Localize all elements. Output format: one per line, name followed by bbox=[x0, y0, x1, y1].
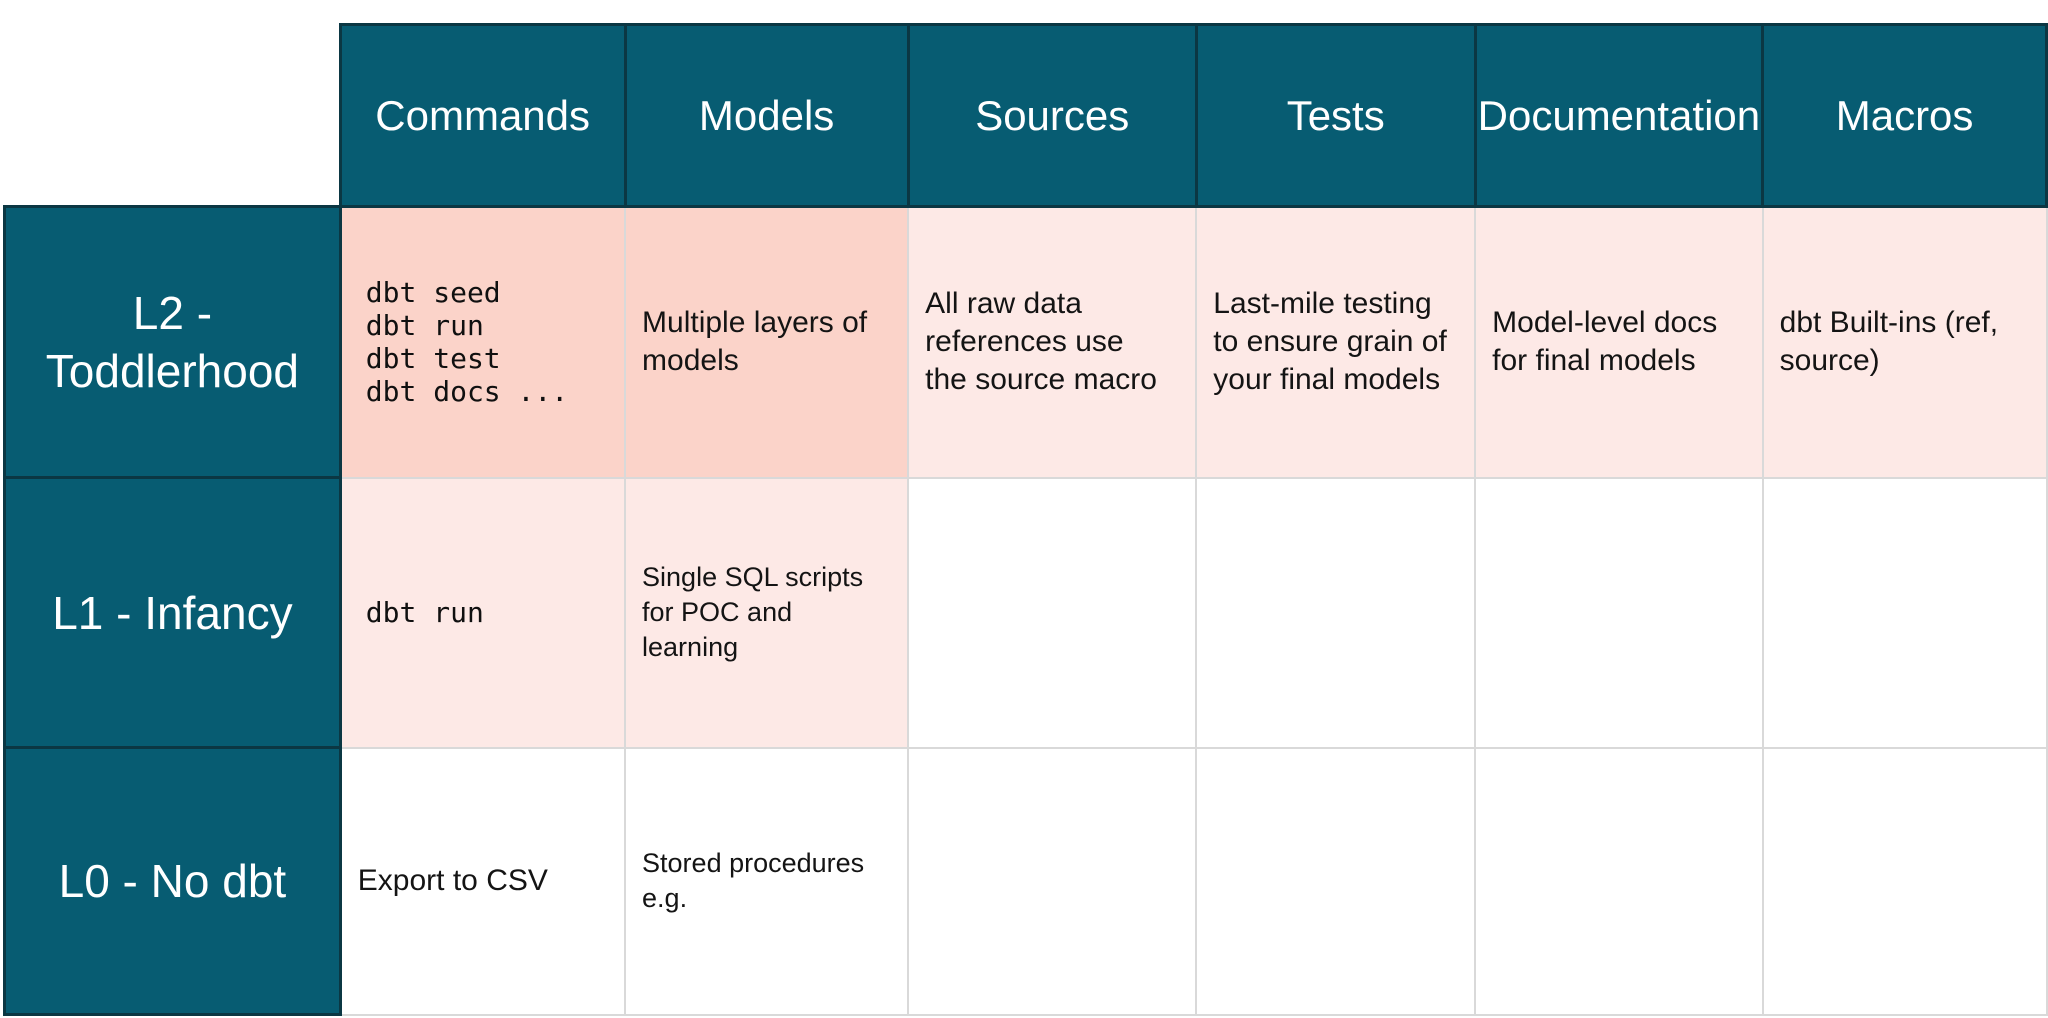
cell-l1-documentation bbox=[1474, 476, 1764, 749]
cell-l2-tests: Last-mile testing to ensure grain of you… bbox=[1195, 205, 1477, 479]
row-l0-no-dbt: L0 - No dbt Export to CSV Stored procedu… bbox=[3, 746, 2048, 1016]
cell-l2-commands: dbt seed dbt run dbt test dbt docs ... bbox=[339, 205, 627, 479]
corner-cell bbox=[4, 24, 341, 207]
code-line: dbt run bbox=[365, 309, 484, 343]
cell-l0-sources bbox=[907, 746, 1198, 1016]
column-header-documentation: Documentation bbox=[1473, 23, 1765, 208]
cell-l0-tests bbox=[1195, 746, 1477, 1016]
cell-l0-commands: Export to CSV bbox=[339, 746, 627, 1016]
cell-l1-sources bbox=[907, 476, 1198, 749]
code-line: dbt run bbox=[365, 596, 484, 629]
code-line: dbt docs ... bbox=[365, 375, 569, 409]
column-header-models: Models bbox=[623, 23, 910, 208]
cell-l1-commands: dbt run bbox=[339, 476, 627, 749]
cell-l2-macros: dbt Built-ins (ref, source) bbox=[1761, 205, 2048, 479]
cell-l2-sources: All raw data references use the source m… bbox=[907, 205, 1198, 479]
cell-l0-documentation bbox=[1474, 746, 1764, 1016]
header-row: Commands Models Sources Tests Documentat… bbox=[4, 23, 2048, 208]
cell-l1-models: Single SQL scripts for POC and learning bbox=[624, 476, 910, 749]
column-header-commands: Commands bbox=[338, 23, 627, 208]
column-header-macros: Macros bbox=[1761, 23, 2048, 208]
commands-code-block: dbt seed dbt run dbt test dbt docs ... bbox=[366, 276, 598, 408]
cell-l0-macros bbox=[1761, 746, 2048, 1016]
commands-code-block: dbt run bbox=[366, 596, 598, 629]
cell-l0-models: Stored procedures e.g. bbox=[624, 746, 910, 1016]
cell-l1-macros bbox=[1761, 476, 2048, 749]
column-header-tests: Tests bbox=[1194, 23, 1477, 208]
row-l1-infancy: L1 - Infancy dbt run Single SQL scripts … bbox=[3, 476, 2048, 749]
row-header-l0: L0 - No dbt bbox=[3, 746, 342, 1016]
maturity-table: Commands Models Sources Tests Documentat… bbox=[3, 23, 2048, 1016]
row-header-l2: L2 - Toddlerhood bbox=[3, 205, 342, 479]
row-header-l1: L1 - Infancy bbox=[3, 476, 342, 749]
code-line: dbt seed bbox=[365, 276, 501, 310]
cell-l2-documentation: Model-level docs for final models bbox=[1474, 205, 1764, 479]
column-header-sources: Sources bbox=[906, 23, 1198, 208]
cell-l2-models: Multiple layers of models bbox=[624, 205, 910, 479]
cell-l1-tests bbox=[1195, 476, 1477, 749]
code-line: dbt test bbox=[365, 342, 501, 376]
row-l2-toddlerhood: L2 - Toddlerhood dbt seed dbt run dbt te… bbox=[3, 205, 2048, 479]
